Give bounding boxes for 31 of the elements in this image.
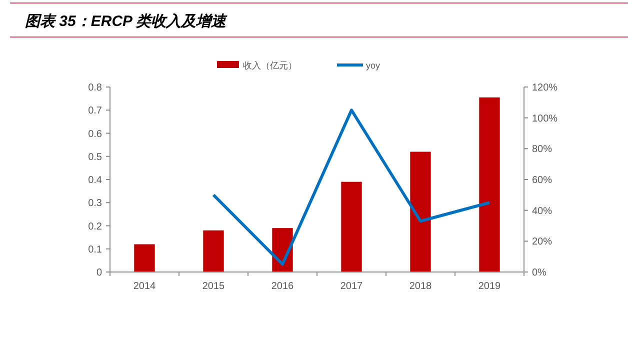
y2-tick-label: 100% (532, 113, 558, 124)
legend-label: yoy (366, 60, 381, 70)
bar (341, 182, 362, 272)
y2-tick-label: 80% (532, 144, 552, 156)
y2-tick-label: 60% (532, 175, 552, 186)
y-tick-label: 0.4 (88, 175, 102, 186)
x-tick-label: 2017 (340, 281, 364, 292)
bar (203, 230, 224, 272)
y2-tick-label: 20% (532, 236, 552, 248)
x-tick-label: 2015 (202, 281, 226, 292)
y2-tick-label: 120% (532, 82, 558, 94)
y-tick-label: 0.3 (88, 198, 102, 210)
legend-label: 收入（亿元） (243, 60, 297, 70)
x-tick-label: 2018 (409, 281, 432, 292)
y2-tick-label: 0% (532, 268, 547, 278)
line-series (212, 108, 491, 266)
bar (410, 152, 431, 272)
bar (134, 244, 155, 272)
y-tick-label: 0.7 (88, 106, 102, 117)
y2-tick-label: 40% (532, 206, 552, 217)
chart-title: 图表 35：ERCP 类收入及增速 (25, 13, 228, 30)
y-tick-label: 0.8 (88, 82, 102, 94)
y-tick-label: 0.1 (88, 244, 102, 256)
y-tick-label: 0 (96, 268, 102, 278)
x-tick-label: 2019 (478, 281, 502, 292)
x-tick-label: 2016 (271, 281, 294, 292)
bar (479, 97, 500, 272)
y-tick-label: 0.5 (88, 152, 102, 163)
y-tick-label: 0.2 (88, 221, 102, 232)
x-tick-label: 2014 (133, 281, 156, 292)
y-tick-label: 0.6 (88, 128, 102, 140)
